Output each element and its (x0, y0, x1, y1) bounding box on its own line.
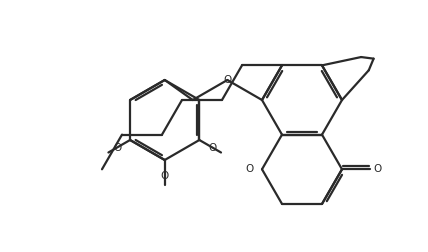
Text: O: O (223, 75, 232, 85)
Text: O: O (113, 143, 121, 153)
Text: O: O (246, 164, 254, 174)
Text: O: O (208, 143, 217, 153)
Text: O: O (374, 164, 382, 174)
Text: O: O (160, 171, 169, 181)
